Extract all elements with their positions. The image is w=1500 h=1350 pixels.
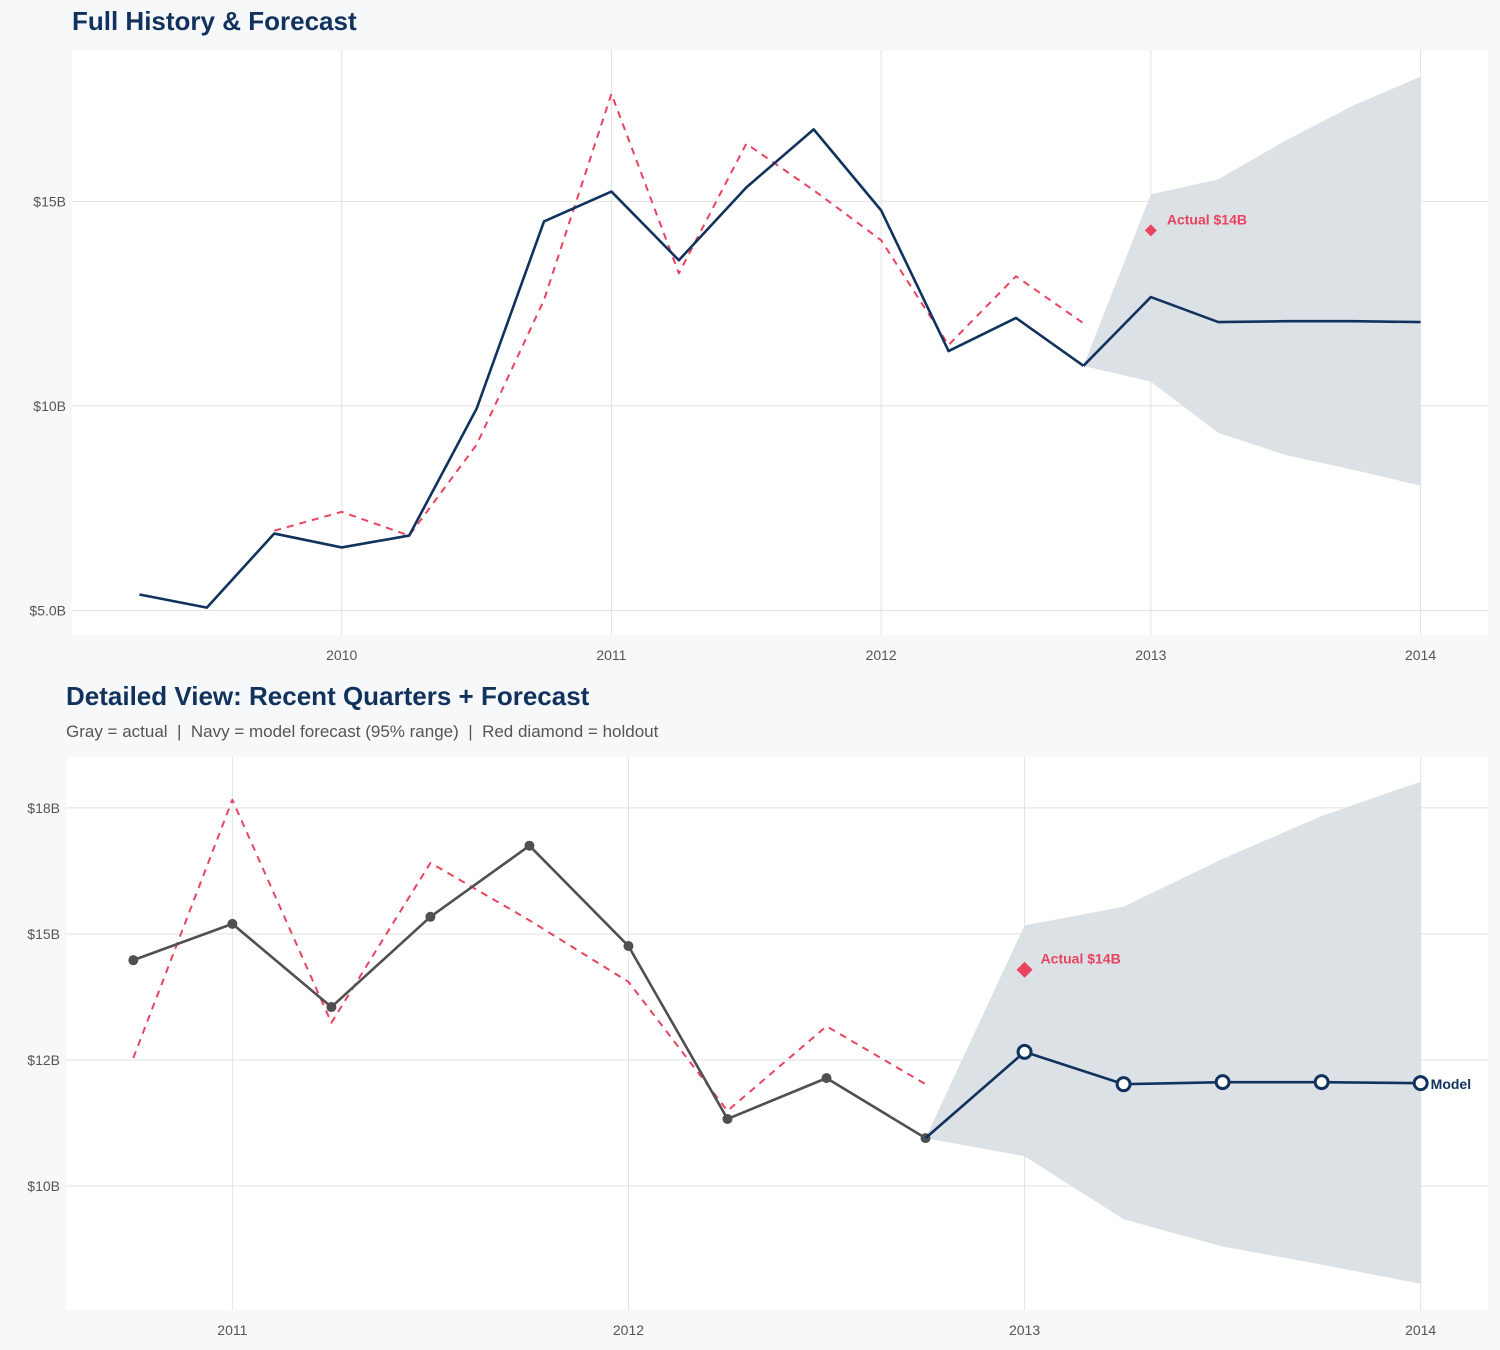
y-tick-label: $18B	[27, 800, 60, 816]
y-tick-label: $15B	[33, 193, 66, 209]
holdout-diamond	[1016, 961, 1033, 978]
actual-point	[128, 955, 139, 966]
fitted-line	[274, 92, 1085, 537]
forecast-point	[1115, 1076, 1132, 1093]
forecast-point	[1016, 1043, 1033, 1060]
actual-point	[425, 911, 436, 922]
forecast-point	[1214, 1074, 1231, 1091]
actual-point	[722, 1113, 733, 1124]
actual-point	[524, 840, 535, 851]
chart-2-title: Detailed View: Recent Quarters + Forecas…	[66, 681, 590, 711]
forecast-band	[1083, 76, 1421, 486]
forecast-line	[924, 1050, 1421, 1140]
x-tick-label: 2013	[1135, 647, 1166, 663]
x-tick-label: 2011	[596, 647, 626, 663]
y-tick-label: $15B	[27, 926, 60, 942]
forecast-point	[1412, 1075, 1429, 1092]
actual-point	[326, 1002, 337, 1013]
x-tick-label: 2011	[217, 1322, 247, 1338]
chart-2-subtitle: Gray = actual | Navy = model forecast (9…	[66, 722, 659, 741]
y-tick-label: $10B	[33, 398, 66, 414]
x-tick-label: 2012	[866, 647, 897, 663]
actual-line	[139, 128, 1085, 609]
fitted-line	[132, 798, 927, 1112]
y-tick-label: $5.0B	[29, 602, 66, 618]
model-end-label: Model	[1431, 1076, 1471, 1092]
x-tick-label: 2014	[1405, 647, 1436, 663]
x-tick-label: 2013	[1009, 1322, 1040, 1338]
x-tick-label: 2012	[613, 1322, 644, 1338]
y-tick-label: $12B	[27, 1052, 60, 1068]
forecast-band	[925, 781, 1421, 1284]
holdout-diamond	[1144, 224, 1157, 237]
holdout-label: Actual $14B	[1167, 211, 1247, 227]
forecast-line	[1082, 295, 1421, 367]
holdout-label: Actual $14B	[1041, 951, 1121, 967]
x-tick-label: 2010	[326, 647, 357, 663]
actual-point	[821, 1073, 832, 1084]
x-tick-label: 2014	[1405, 1322, 1436, 1338]
chart-1-title: Full History & Forecast	[72, 6, 357, 36]
actual-point	[227, 918, 238, 929]
forecast-point	[1313, 1074, 1330, 1091]
chart-1: 2010 2011 2012 2013 2014 $5.0B $10B $15B Actual …	[29, 50, 1488, 663]
actual-point	[623, 941, 634, 952]
y-tick-label: $10B	[27, 1178, 60, 1194]
